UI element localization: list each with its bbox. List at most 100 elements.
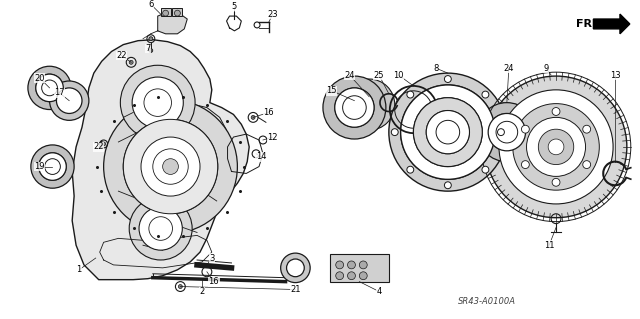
Circle shape — [31, 145, 74, 188]
Text: 8: 8 — [433, 64, 439, 73]
Circle shape — [139, 207, 182, 250]
Circle shape — [129, 197, 192, 260]
Circle shape — [163, 159, 179, 174]
Circle shape — [413, 98, 483, 167]
Text: 13: 13 — [610, 70, 620, 80]
Circle shape — [496, 121, 518, 143]
Text: 7: 7 — [145, 44, 150, 53]
Circle shape — [401, 85, 495, 179]
Circle shape — [426, 110, 470, 154]
Circle shape — [444, 182, 451, 189]
Circle shape — [359, 272, 367, 280]
Text: 3: 3 — [209, 254, 214, 263]
Circle shape — [353, 89, 385, 120]
Circle shape — [583, 125, 591, 133]
Circle shape — [163, 10, 168, 16]
Polygon shape — [157, 12, 188, 34]
Circle shape — [39, 153, 67, 180]
Circle shape — [124, 119, 218, 214]
Text: 22: 22 — [116, 51, 127, 60]
Circle shape — [335, 88, 374, 127]
Circle shape — [426, 110, 470, 154]
Circle shape — [342, 96, 366, 119]
Circle shape — [407, 166, 413, 173]
Circle shape — [477, 103, 536, 162]
Circle shape — [444, 76, 451, 83]
Circle shape — [104, 100, 237, 234]
Circle shape — [124, 119, 218, 214]
Text: 19: 19 — [35, 162, 45, 171]
Circle shape — [141, 137, 200, 196]
Text: 12: 12 — [268, 133, 278, 142]
Circle shape — [522, 161, 529, 168]
Circle shape — [323, 76, 386, 139]
Circle shape — [527, 117, 586, 176]
Circle shape — [28, 66, 71, 109]
Text: 10: 10 — [394, 70, 404, 80]
Circle shape — [488, 114, 525, 151]
Bar — [330, 254, 389, 282]
Circle shape — [482, 91, 489, 98]
Text: 4: 4 — [376, 287, 381, 296]
Circle shape — [348, 261, 355, 269]
Circle shape — [391, 129, 398, 136]
Circle shape — [436, 120, 460, 144]
Bar — [172, 8, 182, 16]
Text: FR.: FR. — [576, 19, 596, 29]
Circle shape — [132, 77, 183, 128]
Circle shape — [401, 85, 495, 179]
Circle shape — [39, 153, 67, 180]
Polygon shape — [72, 40, 249, 280]
Circle shape — [56, 88, 82, 114]
Text: 2: 2 — [199, 287, 205, 296]
Circle shape — [548, 139, 564, 155]
Circle shape — [336, 272, 344, 280]
Text: SR43-A0100A: SR43-A0100A — [458, 297, 516, 306]
Circle shape — [583, 161, 591, 168]
Circle shape — [336, 261, 344, 269]
Circle shape — [335, 88, 374, 127]
Circle shape — [359, 261, 367, 269]
Text: 5: 5 — [232, 2, 237, 11]
Circle shape — [149, 48, 153, 53]
Text: 9: 9 — [543, 64, 549, 73]
Text: 11: 11 — [544, 241, 554, 250]
Circle shape — [179, 285, 182, 288]
Circle shape — [482, 166, 489, 173]
Circle shape — [407, 91, 413, 98]
Circle shape — [485, 76, 627, 218]
Text: 14: 14 — [256, 152, 266, 161]
Text: 16: 16 — [209, 277, 219, 286]
Text: 20: 20 — [35, 74, 45, 83]
Circle shape — [344, 79, 395, 130]
Circle shape — [42, 80, 58, 96]
Text: 22: 22 — [93, 142, 104, 152]
Circle shape — [287, 259, 304, 277]
Circle shape — [102, 142, 106, 146]
Circle shape — [552, 108, 560, 115]
Circle shape — [499, 90, 613, 204]
Text: 16: 16 — [264, 108, 274, 117]
Circle shape — [440, 124, 456, 140]
Circle shape — [389, 73, 507, 191]
Circle shape — [45, 159, 60, 174]
Circle shape — [413, 98, 483, 167]
Circle shape — [348, 272, 355, 280]
Bar — [161, 8, 170, 16]
Circle shape — [36, 74, 63, 102]
Polygon shape — [593, 14, 630, 34]
Circle shape — [175, 10, 180, 16]
Circle shape — [552, 178, 560, 186]
Text: 6: 6 — [148, 0, 154, 9]
Circle shape — [538, 129, 573, 165]
Circle shape — [513, 104, 599, 190]
Circle shape — [67, 98, 72, 104]
Circle shape — [281, 253, 310, 283]
Circle shape — [149, 37, 153, 41]
Text: 15: 15 — [326, 86, 337, 95]
Circle shape — [120, 65, 195, 140]
Circle shape — [49, 81, 89, 120]
Text: 1: 1 — [76, 265, 82, 274]
Text: 21: 21 — [290, 285, 301, 294]
Text: 24: 24 — [344, 70, 355, 80]
